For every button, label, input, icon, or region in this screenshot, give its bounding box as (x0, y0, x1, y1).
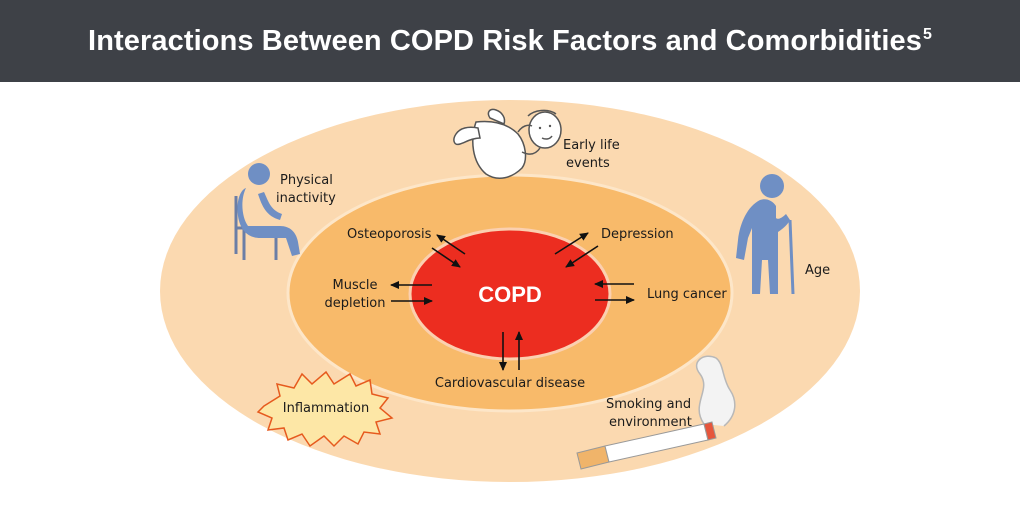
muscle-depletion-label-1: Muscle (333, 278, 378, 293)
cigarette-icon (576, 421, 717, 470)
physical-inactivity-label-2: inactivity (276, 191, 336, 206)
seated-person-icon (234, 163, 300, 260)
arrows (390, 232, 635, 371)
age-label: Age (805, 263, 830, 278)
copd-diagram: COPD Osteoporosis Depression Muscle depl… (0, 82, 1020, 505)
starburst-icon (256, 370, 394, 448)
smoking-environment-label-1: Smoking and (606, 397, 691, 412)
arrow-from-depression (565, 245, 599, 268)
header-bar: Interactions Between COPD Risk Factors a… (0, 0, 1020, 82)
cardiovascular-disease-label: Cardiovascular disease (435, 376, 585, 391)
baby-icon (453, 108, 562, 180)
arrow-to-depression (554, 232, 589, 255)
arrow-from-osteoporosis (431, 247, 461, 268)
copd-label: COPD (478, 282, 542, 307)
osteoporosis-label: Osteoporosis (347, 227, 432, 242)
elderly-person-icon (736, 174, 795, 295)
depression-label: Depression (601, 227, 674, 242)
lung-cancer-label: Lung cancer (647, 287, 727, 302)
smoke-icon (695, 355, 736, 427)
physical-inactivity-label-1: Physical (280, 173, 333, 188)
smoking-environment-label-2: environment (609, 415, 692, 430)
early-life-label-2: events (566, 156, 610, 171)
muscle-depletion-label-2: depletion (324, 296, 385, 311)
title-superscript: 5 (922, 25, 932, 43)
inflammation-label: Inflammation (283, 401, 369, 416)
early-life-label-1: Early life (563, 138, 620, 153)
page-title: Interactions Between COPD Risk Factors a… (88, 24, 932, 57)
arrow-to-osteoporosis (436, 234, 466, 255)
